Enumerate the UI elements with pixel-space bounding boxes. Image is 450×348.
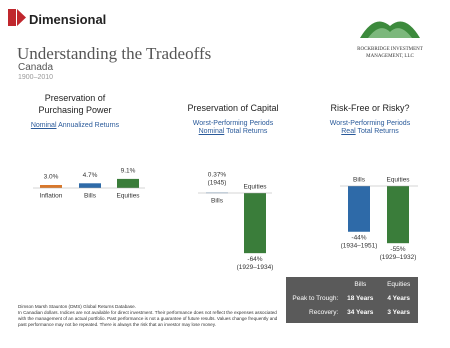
chart-measure: Nominal Total Returns [173,128,293,136]
footnote-line: In Canadian dollars. Indices are not ava… [18,310,278,327]
category-label: Bills [353,177,366,184]
table-cell: 4 Years [387,294,410,302]
bar [348,186,370,232]
value-label: -44% [351,234,366,241]
period: 1900–2010 [18,74,54,81]
brand-logo [8,9,26,26]
bar [244,193,266,254]
brand: Dimensional [29,12,107,27]
bar [79,183,101,188]
measure-rest: Annualized Returns [58,122,120,129]
measure-underlined: Nominal [30,122,57,129]
bar [117,178,139,188]
recovery-table: Bills Equities Peak to Trough: 18 Years 4 Ye… [286,277,418,319]
value-label: 0.37% [208,171,227,178]
partner-logo [360,21,420,38]
slide-subtitle: Canada [18,62,54,73]
value-label: 9.1% [121,168,136,175]
footnote: Dimson Marsh Staunton (DMS) Global Retur… [18,304,280,328]
chart-heading: Risk-Free or Risky? Worst-Performing Per… [310,102,430,136]
slide-title: Understanding the Tradeoffs [17,44,212,63]
table-row: Peak to Trough: 18 Years 4 Years [286,291,418,305]
chart-heading: Preservation of Capital Worst-Performing… [173,102,293,136]
chart-title: Risk-Free or Risky? [330,103,410,113]
value-label: 4.7% [83,172,98,179]
category-label: Equities [243,184,267,191]
period-label: (1929–1932) [380,254,417,261]
category-label: Bills [84,193,97,200]
chart-heading: Preservation of Purchasing Power Nominal… [25,92,125,130]
footnote-line: Dimson Marsh Staunton (DMS) Global Retur… [18,304,136,309]
row-label: Peak to Trough: [292,294,339,302]
period-label: (1934–1951) [341,242,378,249]
measure-underlined: Nominal [198,128,225,135]
table-header: Bills Equities [286,277,418,291]
period-label: (1945) [208,179,227,186]
chart-measure: Real Total Returns [310,128,430,136]
value-label: -55% [390,246,405,253]
measure-underlined: Real [341,128,356,135]
table-row: Recovery: 34 Years 3 Years [286,305,418,319]
table-panel: Bills Equities Peak to Trough: 18 Years 4 Ye… [286,277,418,323]
partner-line: ROCKBRIDGE INVESTMENT [357,47,423,52]
period-label: (1929–1934) [237,264,274,271]
measure-rest: Total Returns [357,128,399,135]
category-label: Bills [211,198,224,205]
row-label: Recovery: [309,308,339,316]
column-header: Bills [354,280,367,288]
value-label: 3.0% [44,174,59,181]
bar [40,185,62,188]
table-cell: 34 Years [347,308,374,316]
chart-subtitle: Worst-Performing Periods [329,120,411,127]
chart-title: Preservation of Purchasing Power [38,93,112,115]
bar [387,186,409,244]
table-cell: 3 Years [387,308,410,316]
header-cell [286,277,341,291]
column-header: Equities [387,280,411,288]
table-cell: 18 Years [347,294,374,302]
partner-line: MANAGEMENT, LLC [366,54,414,59]
category-label: Equities [386,177,410,184]
chart-title: Preservation of Capital [187,103,279,113]
measure-rest: Total Returns [226,128,268,135]
value-label: -64% [247,256,262,263]
category-label: Equities [116,193,140,200]
partner-name: ROCKBRIDGE INVESTMENT MANAGEMENT, LLC [345,46,435,60]
category-label: Inflation [40,193,63,200]
chart-subtitle: Worst-Performing Periods [192,120,274,127]
chart-measure: Nominal Annualized Returns [25,122,125,130]
